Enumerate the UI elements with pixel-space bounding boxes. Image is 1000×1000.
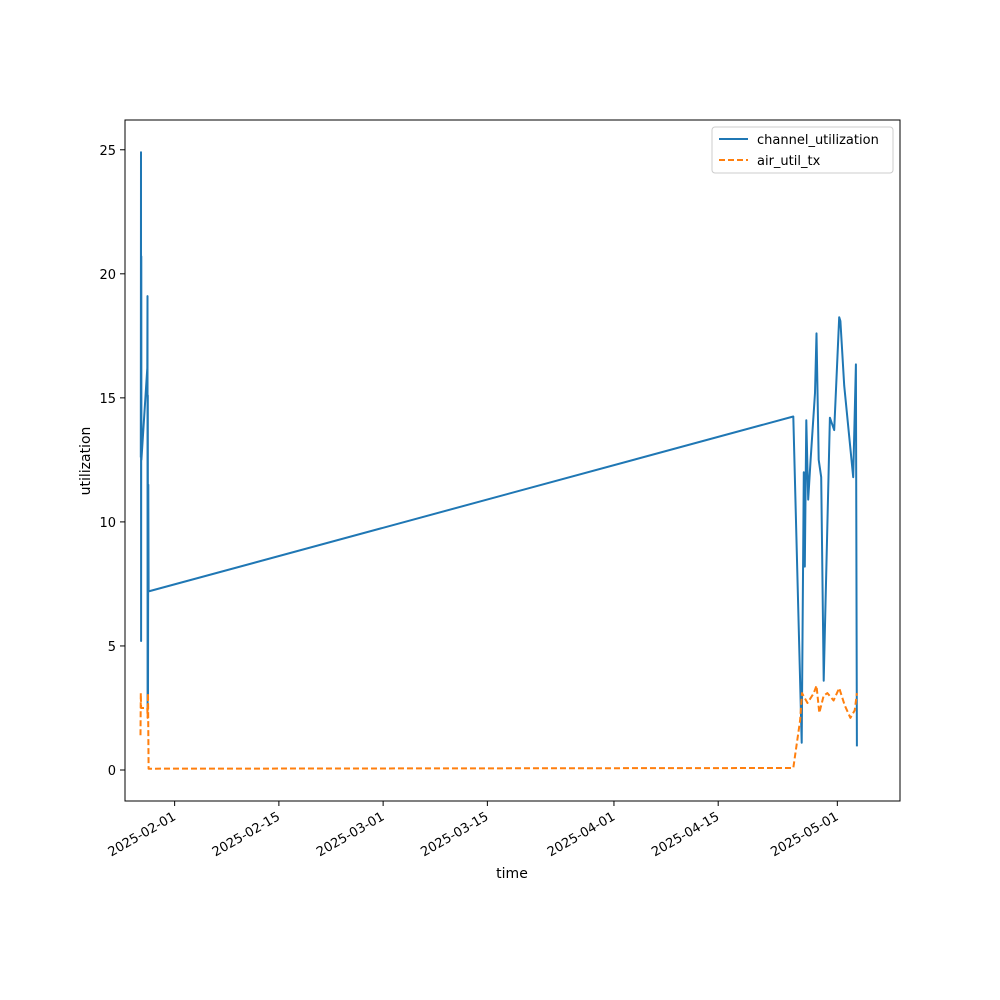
legend-label-air-util-tx: air_util_tx — [757, 154, 821, 169]
series-layer — [139, 151, 858, 770]
legend-box — [711, 126, 894, 174]
y-tick-label: 15 — [99, 392, 116, 407]
y-axis-label: utilization — [78, 427, 94, 496]
legend: channel_utilization air_util_tx — [711, 126, 894, 174]
x-axis-label: time — [496, 866, 528, 882]
y-axis: 0 5 10 15 20 25 — [99, 144, 125, 779]
y-tick-label: 0 — [108, 764, 116, 779]
y-tick-label: 5 — [108, 640, 116, 655]
y-tick-label: 10 — [99, 516, 116, 531]
y-tick-label: 20 — [99, 268, 116, 283]
y-tick-label: 25 — [99, 144, 116, 159]
legend-label-channel-utilization: channel_utilization — [757, 133, 879, 148]
series-line-channel-utilization — [139, 151, 858, 747]
plot-frame — [124, 119, 901, 802]
series-line-air-util-tx — [139, 684, 858, 770]
